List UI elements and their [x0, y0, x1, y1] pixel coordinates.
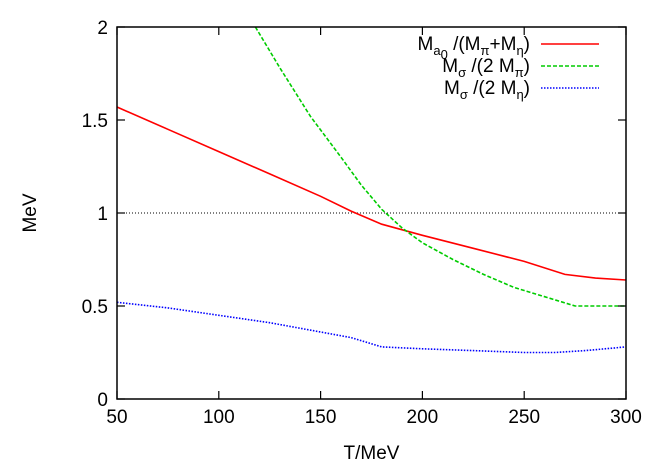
- y-tick-label: 1: [97, 204, 108, 225]
- legend-label-1: Ma0 /(Mπ+Mη): [418, 34, 531, 62]
- series-layer: [116, 26, 627, 354]
- x-tick-label: 150: [305, 407, 337, 428]
- legend-label-3: Mσ /(2 Mη): [444, 78, 530, 102]
- y-axis-title: MeV: [20, 193, 41, 232]
- legend-label-2: Mσ /(2 Mπ): [442, 56, 530, 80]
- series-line-2: [254, 26, 626, 307]
- x-tick-label: 50: [106, 407, 127, 428]
- tick-layer: 50 100 150 200 250 300 0 0.5 1 1.5 2: [82, 18, 642, 428]
- x-tick-label: 200: [407, 407, 439, 428]
- series-line-1: [116, 106, 627, 281]
- x-tick-label: 250: [508, 407, 540, 428]
- x-tick-label: 100: [203, 407, 235, 428]
- y-tick-label: 0.5: [82, 297, 108, 318]
- x-axis-title: T/MeV: [344, 443, 400, 464]
- y-tick-label: 1.5: [82, 111, 108, 132]
- legend: Ma0 /(Mπ+Mη)Mσ /(2 Mπ)Mσ /(2 Mη): [418, 34, 599, 102]
- y-tick-label: 0: [97, 390, 108, 411]
- x-tick-label: 300: [610, 407, 642, 428]
- y-tick-label: 2: [97, 18, 108, 39]
- series-line-3: [116, 301, 627, 354]
